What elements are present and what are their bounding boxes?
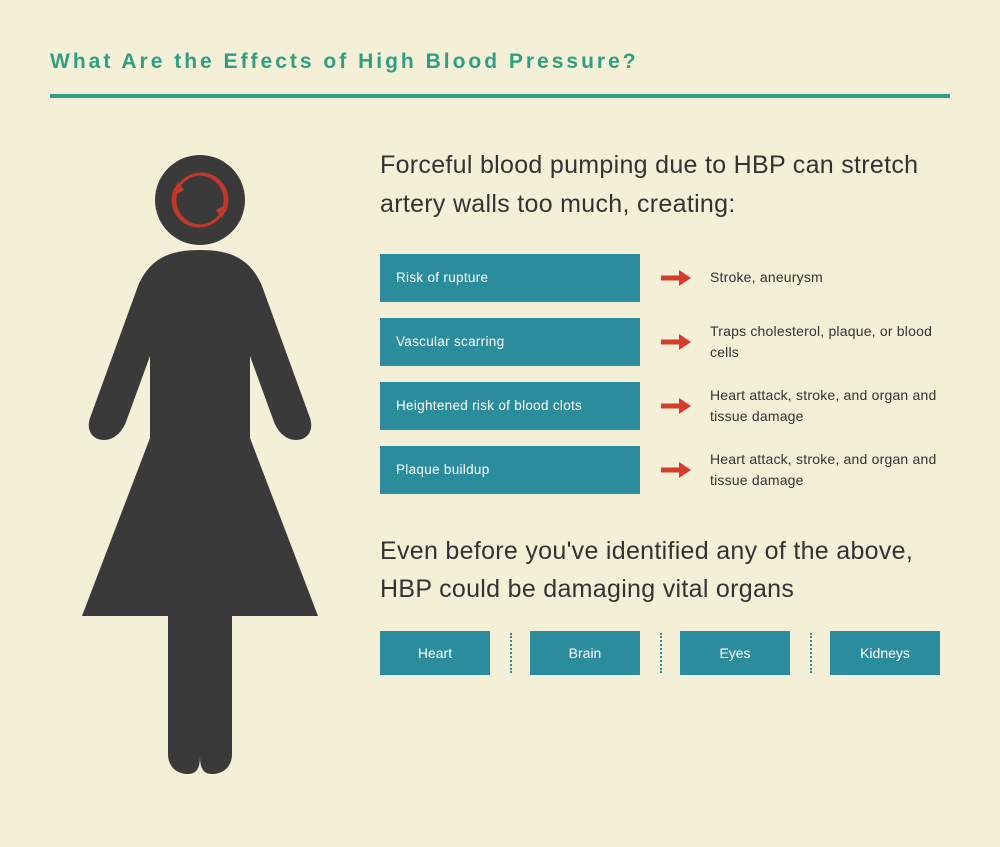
person-silhouette [50,138,350,778]
effect-row: Risk of rupture Stroke, aneurysm [380,254,950,302]
effect-label-box: Risk of rupture [380,254,640,302]
organ-box: Brain [530,631,640,675]
intro-text: Forceful blood pumping due to HBP can st… [380,146,950,224]
organ-box: Eyes [680,631,790,675]
vertical-dotted-divider [490,631,530,675]
effect-label-box: Vascular scarring [380,318,640,366]
effect-outcome: Heart attack, stroke, and organ and tiss… [710,449,950,490]
effect-row: Vascular scarring Traps cholesterol, pla… [380,318,950,366]
organs-row: Heart Brain Eyes Kidneys [380,631,950,675]
effect-label-box: Plaque buildup [380,446,640,494]
arrow-right-icon [640,333,710,351]
arrow-right-icon [640,269,710,287]
page-title: What Are the Effects of High Blood Press… [50,50,950,74]
organ-box: Heart [380,631,490,675]
effect-outcome: Stroke, aneurysm [710,267,950,287]
arrow-right-icon [640,461,710,479]
effects-list: Risk of rupture Stroke, aneurysm Vascula… [380,254,950,494]
vertical-dotted-divider [640,631,680,675]
vertical-dotted-divider [790,631,830,675]
effect-row: Heightened risk of blood clots Heart att… [380,382,950,430]
subintro-text: Even before you've identified any of the… [380,532,950,610]
right-column: Forceful blood pumping due to HBP can st… [380,138,950,778]
effect-outcome: Traps cholesterol, plaque, or blood cell… [710,321,950,362]
content-row: Forceful blood pumping due to HBP can st… [50,138,950,778]
arrow-right-icon [640,397,710,415]
organ-box: Kidneys [830,631,940,675]
horizontal-rule [50,94,950,98]
effect-outcome: Heart attack, stroke, and organ and tiss… [710,385,950,426]
effect-label-box: Heightened risk of blood clots [380,382,640,430]
figure-column [50,138,350,778]
effect-row: Plaque buildup Heart attack, stroke, and… [380,446,950,494]
